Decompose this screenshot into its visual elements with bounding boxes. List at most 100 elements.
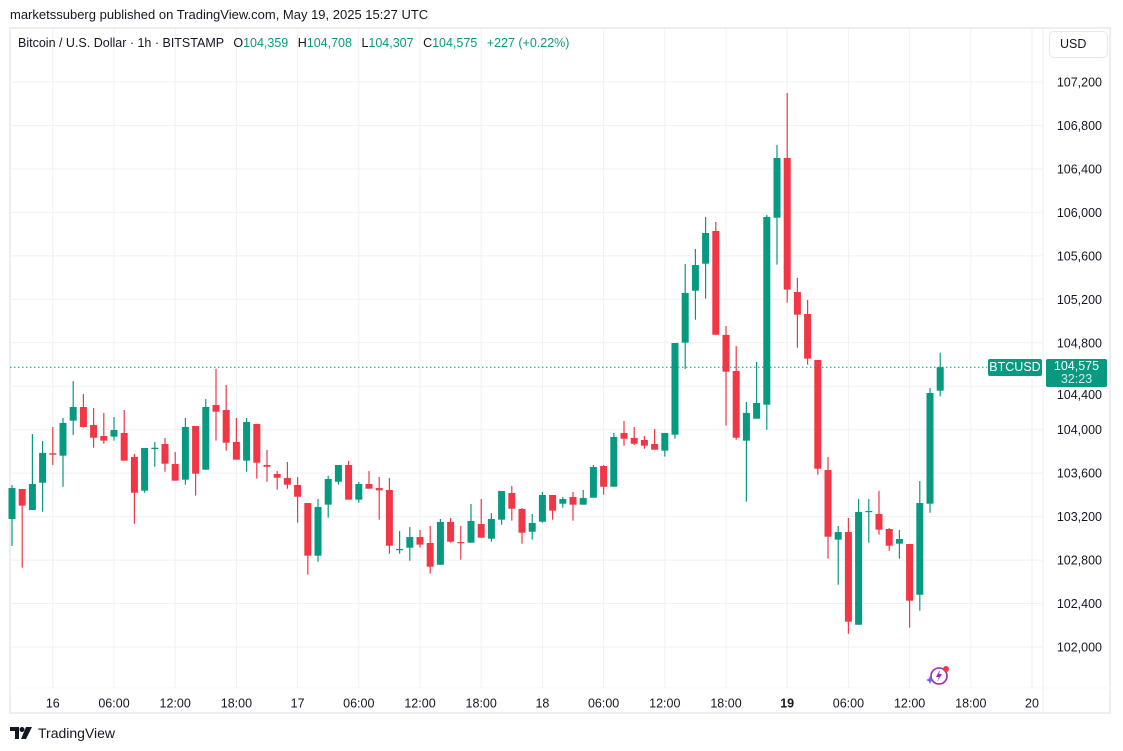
candle [906, 543, 914, 628]
candle [855, 499, 863, 625]
candle [600, 465, 608, 495]
candle [844, 518, 852, 634]
candle [192, 425, 200, 496]
candle [100, 412, 108, 444]
candle [865, 499, 873, 543]
candle [885, 528, 893, 551]
ohlc-legend: Bitcoin / U.S. Dollar · 1h · BITSTAMP O1… [18, 36, 569, 50]
candle-body [640, 440, 648, 446]
candle [447, 518, 455, 543]
candle [640, 435, 648, 449]
candle-body [151, 447, 159, 450]
time-axis-label: 12:00 [894, 697, 925, 711]
candle [253, 423, 261, 479]
candle [528, 514, 536, 540]
candle-body [416, 537, 424, 545]
candle [793, 278, 801, 348]
candle-body [120, 432, 128, 461]
candle-body [396, 548, 404, 551]
candle [181, 417, 189, 485]
chart-frame [9, 27, 1111, 714]
candle-body [90, 425, 98, 438]
candle-body [753, 402, 761, 419]
candle-body [467, 520, 475, 543]
candle [549, 494, 557, 520]
candle-body [579, 498, 587, 505]
candle [243, 417, 251, 472]
candle [59, 417, 67, 487]
candle-body [406, 537, 414, 548]
candle-body [763, 216, 771, 405]
price-axis-label: 104,400 [1057, 388, 1102, 402]
candle-body [834, 532, 842, 540]
candle [365, 470, 373, 489]
candle-body [895, 538, 903, 544]
candle-body [498, 490, 506, 520]
candle [620, 421, 628, 446]
candle-body [334, 465, 342, 482]
candle [661, 432, 669, 457]
candle [569, 491, 577, 521]
close-value: 104,575 [432, 36, 478, 50]
candle-body [28, 484, 36, 510]
time-axis-label: 12:00 [649, 697, 680, 711]
candle-body [844, 532, 852, 622]
candle-body [294, 484, 302, 497]
candle [742, 401, 750, 502]
candle-body [793, 292, 801, 315]
candle-body [243, 421, 251, 461]
candle [416, 529, 424, 548]
candle [895, 529, 903, 559]
candle [39, 440, 47, 512]
candle-body [936, 367, 944, 391]
candle-body [630, 437, 638, 444]
price-axis-label: 106,400 [1057, 162, 1102, 176]
candle-body [702, 233, 710, 264]
time-axis-label: 18:00 [955, 697, 986, 711]
open-label: O [233, 36, 244, 50]
candle-body [875, 514, 883, 530]
candle-body [375, 488, 383, 491]
high-value: 104,708 [306, 36, 352, 50]
candle [783, 92, 791, 303]
price-axis-label: 106,000 [1057, 206, 1102, 220]
candle-body [885, 529, 893, 546]
candle-body [222, 410, 230, 443]
candle-body [538, 494, 546, 522]
candle [304, 503, 312, 575]
candle-body [732, 371, 740, 438]
price-axis-label: 106,800 [1057, 119, 1102, 133]
candle-body [49, 453, 57, 455]
candle [273, 470, 281, 490]
price-axis-label: 102,400 [1057, 597, 1102, 611]
tradingview-logo[interactable]: TradingView [10, 725, 115, 741]
candle [69, 381, 77, 436]
price-axis-label: 107,200 [1057, 76, 1102, 90]
candle [406, 527, 414, 561]
candle [487, 513, 495, 542]
candle-body [192, 425, 200, 474]
time-axis-label: 18 [535, 697, 549, 711]
candle [49, 426, 57, 466]
candle [834, 525, 842, 585]
candle [732, 346, 740, 440]
candle [110, 416, 118, 441]
candle-body [39, 452, 47, 483]
candle-body [161, 444, 169, 464]
candle-body [263, 465, 271, 467]
price-axis-label: 103,200 [1057, 510, 1102, 524]
candle-body [742, 412, 750, 441]
bar-countdown: 32:23 [1060, 372, 1093, 387]
candle-body [916, 503, 924, 595]
candle-body [324, 479, 332, 505]
candle [283, 461, 291, 489]
currency-button[interactable]: USD [1049, 31, 1108, 58]
candle-body [457, 542, 465, 544]
price-axis-label: 102,800 [1057, 554, 1102, 568]
candle-body [79, 406, 87, 427]
candle [559, 496, 567, 508]
candle-body [171, 464, 179, 481]
candle-body [804, 313, 812, 359]
lightning-sparkle-icon[interactable] [925, 664, 951, 688]
